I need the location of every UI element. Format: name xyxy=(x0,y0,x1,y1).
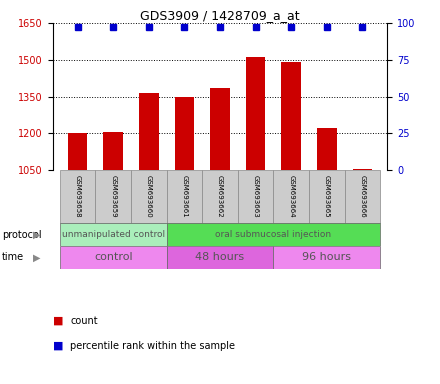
Bar xyxy=(60,170,95,223)
Bar xyxy=(273,246,380,269)
Text: ■: ■ xyxy=(53,341,63,351)
Bar xyxy=(210,88,230,170)
Text: 48 hours: 48 hours xyxy=(195,252,245,262)
Bar xyxy=(167,170,202,223)
Bar xyxy=(68,133,88,170)
Text: GSM693665: GSM693665 xyxy=(324,175,330,218)
Bar xyxy=(352,169,372,170)
Text: GSM693660: GSM693660 xyxy=(146,175,152,218)
Bar xyxy=(246,57,265,170)
Bar xyxy=(167,223,380,246)
Text: count: count xyxy=(70,316,98,326)
Text: control: control xyxy=(94,252,132,262)
Text: ▶: ▶ xyxy=(33,252,40,262)
Bar xyxy=(309,170,345,223)
Title: GDS3909 / 1428709_a_at: GDS3909 / 1428709_a_at xyxy=(140,9,300,22)
Bar xyxy=(281,62,301,170)
Bar xyxy=(273,170,309,223)
Text: time: time xyxy=(2,252,24,262)
Bar xyxy=(131,170,167,223)
Text: ▶: ▶ xyxy=(33,230,40,240)
Bar xyxy=(202,170,238,223)
Text: GSM693661: GSM693661 xyxy=(181,175,187,218)
Bar xyxy=(60,223,167,246)
Bar xyxy=(345,170,380,223)
Text: GSM693664: GSM693664 xyxy=(288,175,294,218)
Bar xyxy=(167,246,273,269)
Bar xyxy=(175,96,194,170)
Bar xyxy=(60,246,167,269)
Text: GSM693666: GSM693666 xyxy=(359,175,365,218)
Text: GSM693663: GSM693663 xyxy=(253,175,259,218)
Bar xyxy=(238,170,273,223)
Text: ■: ■ xyxy=(53,316,63,326)
Text: GSM693658: GSM693658 xyxy=(75,175,81,218)
Text: percentile rank within the sample: percentile rank within the sample xyxy=(70,341,235,351)
Text: GSM693662: GSM693662 xyxy=(217,175,223,218)
Text: protocol: protocol xyxy=(2,230,42,240)
Bar xyxy=(103,132,123,170)
Text: unmanipulated control: unmanipulated control xyxy=(62,230,165,239)
Text: oral submucosal injection: oral submucosal injection xyxy=(215,230,331,239)
Bar xyxy=(139,93,159,170)
Text: GSM693659: GSM693659 xyxy=(110,175,116,218)
Text: 96 hours: 96 hours xyxy=(302,252,351,262)
Bar xyxy=(317,128,337,170)
Bar xyxy=(95,170,131,223)
